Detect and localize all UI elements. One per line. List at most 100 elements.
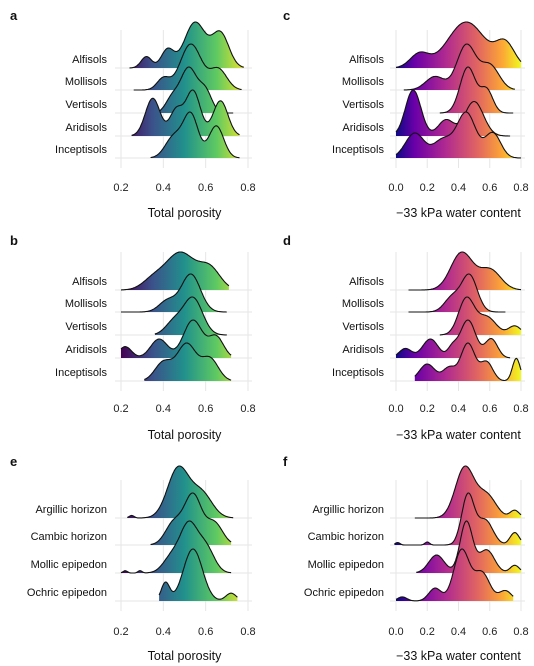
panel-letter: a [10, 8, 18, 23]
ridge-outline [408, 251, 522, 291]
category-label: Mollic epipedon [308, 559, 384, 571]
ridge-fill-mollic-epipedon [121, 521, 232, 573]
ridge-outline [121, 273, 227, 313]
x-tick-label: 0.0 [388, 626, 403, 638]
x-tick-label: 0.8 [513, 403, 528, 415]
category-label: Vertisols [342, 321, 384, 333]
ridge-fill-ochric-epipedon [159, 549, 238, 601]
ridge-fill-mollisols [121, 274, 227, 312]
x-tick-label: 0.6 [198, 626, 213, 638]
x-tick-label: 0.8 [240, 403, 255, 415]
category-label: Mollisols [342, 298, 385, 310]
panel-letter: e [10, 454, 17, 469]
category-label: Inceptisols [55, 367, 107, 379]
x-tick-label: 0.6 [482, 403, 497, 415]
ridge-fill-alfisols [129, 22, 244, 68]
x-tick-label: 0.4 [156, 182, 171, 194]
ridge-outline [403, 43, 515, 91]
ridge-outline [414, 465, 522, 519]
ridge-fill-inceptisols [150, 112, 240, 158]
panel-letter: c [283, 8, 290, 23]
ridge-outline [129, 21, 244, 69]
category-label: Ochric epipedon [304, 587, 384, 599]
category-label: Ochric epipedon [27, 587, 107, 599]
ridge-fill-aridisols [121, 320, 232, 358]
x-axis-title: Total porosity [148, 206, 222, 220]
x-tick-label: 0.0 [388, 403, 403, 415]
ridge-outline [120, 319, 232, 357]
category-label: Aridisols [342, 344, 384, 356]
x-tick-label: 0.8 [240, 182, 255, 194]
ridge-fill-cambic-horizon [150, 493, 232, 545]
category-label: Vertisols [65, 99, 107, 111]
x-tick-label: 0.6 [198, 403, 213, 415]
panel-c: c Alfisols Mollisols Vertisols Aridisols Ince… [283, 8, 529, 220]
category-label: Alfisols [72, 54, 107, 66]
ridge-outline [416, 520, 522, 573]
ridge-outline [127, 465, 234, 519]
panel-letter: d [283, 233, 291, 248]
category-label: Mollic epipedon [31, 559, 107, 571]
ridge-fill-vertisols [146, 67, 234, 113]
ridge-outline [158, 548, 238, 600]
ridge-outline [414, 342, 522, 382]
x-tick-label: 0.2 [420, 626, 435, 638]
category-label: Aridisols [65, 122, 107, 134]
category-label: Cambic horizon [31, 531, 107, 543]
ridge-outline [395, 21, 522, 68]
ridge-fill-alfisols [408, 252, 521, 290]
x-tick-label: 0.6 [482, 182, 497, 194]
ridge-outline [150, 492, 232, 546]
category-label: Mollisols [342, 76, 385, 88]
ridge-fill-aridisols [396, 90, 511, 136]
ridge-fill-mollisols [403, 44, 515, 90]
x-tick-label: 0.4 [156, 626, 171, 638]
category-label: Inceptisols [55, 144, 107, 156]
x-tick-label: 0.8 [513, 626, 528, 638]
x-tick-label: 0.6 [198, 182, 213, 194]
x-tick-label: 0.0 [388, 182, 403, 194]
ridge-fill-vertisols [439, 67, 514, 113]
x-tick-label: 0.2 [420, 182, 435, 194]
category-label: Inceptisols [332, 144, 384, 156]
ridge-fill-cambic-horizon [394, 493, 521, 545]
x-tick-label: 0.2 [113, 403, 128, 415]
ridge-fill-mollisols [408, 274, 506, 312]
x-axis-title: −33 kPa water content [396, 649, 521, 663]
ridge-outline [121, 251, 230, 291]
ridge-outline [439, 66, 514, 114]
ridge-outline [120, 520, 232, 574]
category-label: Aridisols [65, 344, 107, 356]
ridge-fill-alfisols [396, 22, 521, 68]
ridge-fill-alfisols [121, 252, 229, 290]
ridge-fill-vertisols [154, 297, 227, 335]
panel-d: d Alfisols Mollisols Vertisols Aridisols Ince… [283, 233, 529, 442]
ridge-outline [395, 548, 514, 602]
ridge-outline [394, 492, 522, 546]
ridge-fill-vertisols [439, 297, 521, 335]
x-axis-title: −33 kPa water content [396, 206, 521, 220]
ridge-outline [439, 296, 522, 336]
ridge-outline [154, 296, 227, 336]
ridge-fill-ochric-epipedon [396, 549, 514, 601]
panel-letter: f [283, 454, 288, 469]
panel-b: b Alfisols Mollisols Vertisols Aridisols Ince… [10, 233, 256, 442]
ridge-outline [133, 43, 242, 91]
ridge-fill-inceptisols [414, 343, 521, 381]
x-tick-label: 0.4 [156, 403, 171, 415]
x-axis-title: Total porosity [148, 428, 222, 442]
x-tick-label: 0.4 [451, 403, 466, 415]
ridge-outline [408, 273, 506, 313]
category-label: Aridisols [342, 122, 384, 134]
category-label: Mollisols [65, 298, 108, 310]
ridge-fill-inceptisols [396, 112, 521, 158]
ridge-outline [144, 342, 232, 381]
ridge-fill-inceptisols [144, 343, 232, 381]
ridge-outline [395, 89, 511, 137]
x-tick-label: 0.8 [513, 182, 528, 194]
ridge-outline [131, 89, 240, 136]
category-label: Argillic horizon [312, 504, 384, 516]
category-label: Alfisols [349, 276, 384, 288]
ridge-outline [150, 111, 240, 159]
